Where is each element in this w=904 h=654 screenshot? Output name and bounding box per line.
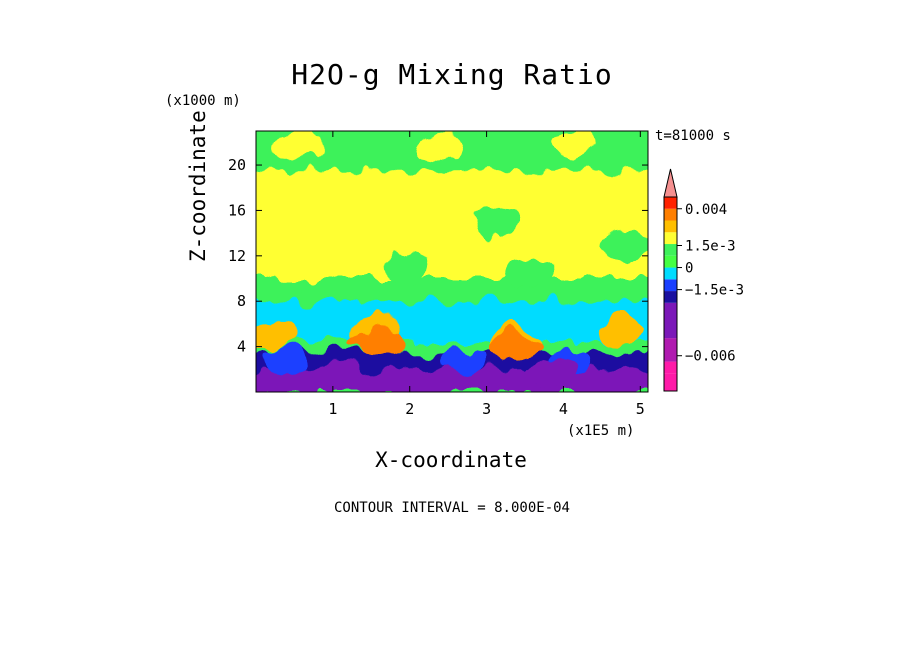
- y-tick-label: 20: [228, 156, 246, 174]
- field-feature-0: [278, 131, 327, 159]
- colorbar-label: 1.5e-3: [685, 239, 736, 255]
- chart-title: H2O-g Mixing Ratio: [291, 58, 613, 91]
- x-axis-unit: (x1E5 m): [567, 423, 635, 439]
- time-label: t=81000 s: [655, 128, 731, 144]
- field-feature-18: [316, 360, 365, 389]
- field-feature-11: [489, 332, 538, 361]
- field-feature-5: [508, 258, 557, 287]
- x-tick-label: 5: [636, 400, 645, 418]
- y-ticks: 4 8 12 16 20: [228, 156, 648, 356]
- colorbar: 0.004 1.5e-3 0 −1.5e-3 −0.006: [663, 168, 744, 392]
- field-feature-17: [531, 357, 580, 386]
- colorbar-segment: [664, 244, 677, 256]
- y-axis-unit: (x1000 m): [165, 93, 241, 109]
- contour-interval-note: CONTOUR INTERVAL = 8.000E-04: [333, 500, 570, 516]
- x-tick-label: 1: [328, 400, 337, 418]
- colorbar-label: −1.5e-3: [685, 283, 744, 299]
- colorbar-frame: [663, 196, 678, 392]
- colorbar-segment: [664, 197, 677, 209]
- colorbar-label: 0: [685, 261, 693, 277]
- colorbar-segment: [664, 220, 677, 233]
- plot-frame: [255, 130, 649, 393]
- colorbar-segment: [664, 232, 677, 245]
- field-feature-4: [385, 253, 434, 282]
- contour-field: [256, 131, 648, 392]
- colorbar-segment: [664, 255, 677, 268]
- field-feature-2: [554, 131, 603, 159]
- colorbar-max-arrow: [663, 168, 678, 198]
- x-tick-label: 4: [559, 400, 568, 418]
- colorbar-segment: [664, 208, 677, 221]
- field-feature-12: [597, 314, 646, 343]
- x-tick-label: 2: [405, 400, 414, 418]
- y-tick-label: 8: [237, 292, 246, 310]
- colorbar-segment: [664, 361, 677, 374]
- field-feature-9: [354, 328, 403, 357]
- field-feature-1: [416, 132, 465, 161]
- colorbar-segment: [664, 279, 677, 292]
- field-layer-1: [256, 170, 648, 279]
- field-layer-3: [256, 301, 648, 341]
- x-axis-label: X-coordinate: [375, 448, 527, 472]
- y-tick-label: 4: [237, 338, 246, 356]
- x-ticks: 1 2 3 4 5: [328, 131, 645, 418]
- y-tick-label: 12: [228, 247, 246, 265]
- colorbar-segment: [664, 338, 677, 362]
- field-feature-7: [470, 207, 519, 236]
- field-feature-13: [256, 321, 296, 350]
- colorbar-label: −0.006: [685, 349, 736, 365]
- y-tick-label: 16: [228, 201, 246, 219]
- x-tick-label: 3: [482, 400, 491, 418]
- colorbar-label: 0.004: [685, 202, 727, 218]
- field-feature-14: [262, 348, 311, 377]
- colorbar-segment: [664, 373, 677, 391]
- colorbar-segment: [664, 291, 677, 303]
- field-feature-3: [256, 275, 304, 304]
- colorbar-segment: [664, 267, 677, 280]
- field-feature-6: [600, 230, 648, 259]
- field-feature-15: [439, 346, 488, 375]
- colorbar-segment: [664, 302, 677, 339]
